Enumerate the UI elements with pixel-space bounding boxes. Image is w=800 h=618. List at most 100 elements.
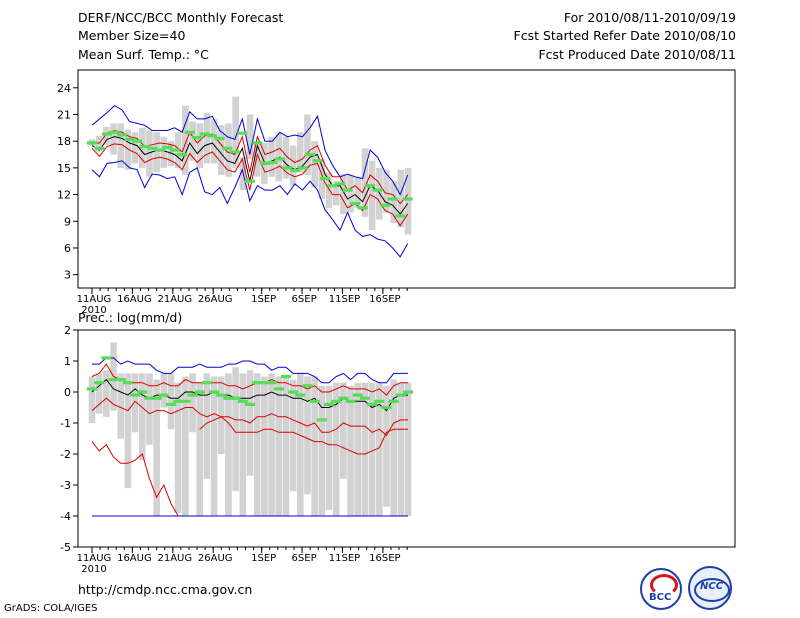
median-marker bbox=[223, 396, 234, 400]
median-marker bbox=[158, 393, 169, 397]
median-marker bbox=[109, 130, 120, 134]
ensemble-box bbox=[368, 382, 376, 516]
median-marker bbox=[94, 146, 105, 150]
median-marker bbox=[320, 176, 331, 181]
ncc-logo: NCC bbox=[688, 566, 732, 610]
ensemble-box bbox=[282, 136, 290, 179]
ensemble-box bbox=[210, 376, 218, 516]
x-tick-label: 21AUG bbox=[157, 294, 192, 305]
ensemble-box bbox=[289, 379, 297, 492]
median-marker bbox=[244, 179, 255, 183]
median-marker bbox=[267, 160, 278, 165]
x-year-label: 2010 bbox=[81, 564, 106, 575]
median-marker bbox=[137, 390, 148, 394]
median-marker bbox=[194, 390, 205, 394]
y-tick-label: 1 bbox=[64, 355, 71, 368]
median-marker bbox=[151, 396, 162, 400]
y-tick-label: 24 bbox=[57, 82, 71, 95]
ensemble-box bbox=[160, 373, 168, 408]
ensemble-box bbox=[289, 145, 297, 186]
ensemble-box bbox=[375, 382, 383, 516]
median-marker bbox=[166, 402, 177, 406]
ncc-logo-text: NCC bbox=[700, 581, 724, 592]
ensemble-box bbox=[189, 121, 196, 161]
x-tick-label: 11SEP bbox=[329, 553, 360, 564]
ensemble-box bbox=[117, 123, 125, 168]
median-marker bbox=[352, 393, 363, 397]
median-marker bbox=[365, 184, 376, 188]
x-tick-label: 6SEP bbox=[292, 553, 317, 564]
ensemble-box bbox=[196, 382, 204, 516]
ensemble-box bbox=[304, 114, 311, 175]
median-marker bbox=[201, 381, 212, 385]
median-marker bbox=[102, 132, 113, 136]
ensemble-box bbox=[210, 118, 218, 164]
ensemble-box bbox=[131, 373, 139, 433]
median-marker bbox=[108, 378, 119, 382]
ensemble-box bbox=[174, 382, 182, 513]
median-marker bbox=[288, 390, 299, 394]
median-marker bbox=[338, 396, 349, 400]
y-tick-label: 6 bbox=[64, 242, 71, 255]
panel-precipitation bbox=[73, 329, 736, 553]
median-marker bbox=[403, 390, 414, 394]
median-marker bbox=[309, 399, 320, 403]
ensemble-box bbox=[261, 376, 268, 516]
lower-spread-line bbox=[199, 416, 408, 455]
variable-label-temp: Mean Surf. Temp.: °C bbox=[78, 47, 209, 62]
max-line bbox=[92, 357, 408, 384]
ensemble-box bbox=[138, 373, 146, 461]
chart-title: DERF/NCC/BCC Monthly Forecast bbox=[78, 10, 284, 25]
x-year-label: 2010 bbox=[81, 305, 106, 316]
median-marker bbox=[295, 393, 306, 397]
median-marker bbox=[395, 393, 406, 397]
median-marker bbox=[101, 356, 112, 360]
median-marker bbox=[162, 145, 173, 150]
ensemble-box bbox=[275, 132, 283, 182]
ensemble-box bbox=[390, 181, 397, 224]
ensemble-box bbox=[325, 385, 333, 510]
y-tick-label: -1 bbox=[60, 417, 71, 430]
lower-spread-line bbox=[91, 397, 408, 437]
ensemble-box bbox=[95, 135, 103, 152]
upper-spread-line bbox=[91, 363, 408, 396]
ensemble-box bbox=[217, 125, 225, 175]
source-url[interactable]: http://cmdp.ncc.cma.gov.cn bbox=[78, 582, 253, 597]
refer-date: Fcst Started Refer Date 2010/08/10 bbox=[513, 28, 737, 43]
median-marker bbox=[380, 203, 391, 207]
ensemble-box bbox=[203, 373, 211, 479]
ensemble-box bbox=[253, 373, 261, 516]
median-marker bbox=[359, 396, 370, 400]
y-tick-label: 18 bbox=[57, 135, 71, 148]
median-marker bbox=[297, 166, 308, 170]
y-tick-label: 21 bbox=[57, 108, 71, 121]
ensemble-box bbox=[146, 373, 153, 445]
ensemble-box bbox=[182, 105, 189, 175]
median-marker bbox=[184, 130, 195, 134]
median-marker bbox=[324, 402, 335, 406]
median-marker bbox=[327, 184, 338, 188]
ensemble-box bbox=[404, 167, 412, 235]
median-marker bbox=[147, 146, 158, 150]
median-marker bbox=[216, 393, 227, 397]
ensemble-box bbox=[117, 373, 125, 439]
ensemble-box bbox=[361, 148, 369, 217]
median-marker bbox=[388, 399, 399, 403]
ensemble-box bbox=[268, 373, 275, 516]
median-marker bbox=[245, 402, 256, 406]
median-marker bbox=[173, 399, 184, 403]
variable-label-prec: Prec.: log(mm/d) bbox=[78, 310, 183, 325]
ensemble-box bbox=[232, 367, 239, 492]
median-marker bbox=[381, 405, 392, 410]
median-marker bbox=[87, 141, 97, 145]
median-marker bbox=[316, 418, 327, 422]
median-marker bbox=[273, 387, 284, 391]
ensemble-box bbox=[354, 382, 362, 516]
ensemble-box bbox=[311, 376, 318, 516]
ensemble-box bbox=[110, 123, 117, 155]
x-tick-label: 16SEP bbox=[369, 294, 400, 305]
median-marker bbox=[124, 137, 135, 142]
x-tick-label: 21AUG bbox=[157, 553, 192, 564]
ensemble-box bbox=[203, 112, 211, 164]
median-marker bbox=[252, 141, 263, 145]
